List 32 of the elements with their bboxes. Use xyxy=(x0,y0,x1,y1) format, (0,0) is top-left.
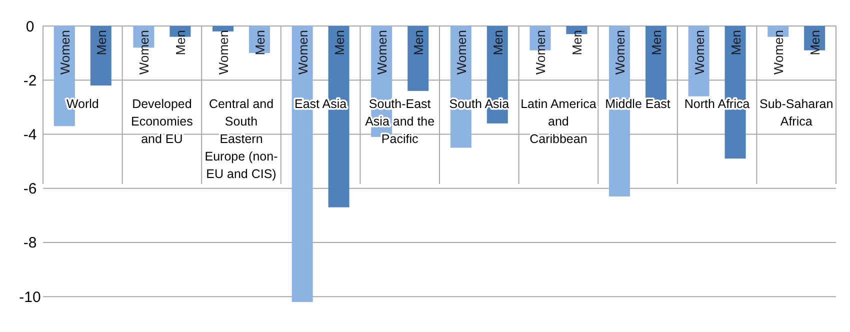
y-tick-label: -6 xyxy=(23,180,37,198)
text: Women xyxy=(216,30,232,75)
x-tick-label: World xyxy=(66,97,99,111)
x-tick-label: Sub-Saharan Africa xyxy=(760,97,834,128)
text: Men xyxy=(570,30,585,56)
text: Women xyxy=(295,30,310,75)
x-tick-label: South-East Asia and the Pacific xyxy=(365,97,435,146)
text: Women xyxy=(612,30,628,75)
y-tick-label: -4 xyxy=(23,126,37,144)
x-tick-label: Central and South Eastern Europe (non-EU and CIS) xyxy=(204,97,278,181)
text: Men xyxy=(411,30,426,56)
text: Men xyxy=(728,30,744,56)
text: Men xyxy=(332,30,347,56)
y-tick-label: -2 xyxy=(23,72,37,90)
text: Men xyxy=(173,30,188,56)
text: Women xyxy=(374,30,390,75)
text: Men xyxy=(808,30,823,56)
text: Women xyxy=(136,30,152,75)
text: Women xyxy=(454,30,469,75)
x-tick-label: Latin America and Caribbean xyxy=(520,97,596,146)
text: Women xyxy=(533,30,548,75)
text: Women xyxy=(692,30,707,75)
text: Men xyxy=(490,30,506,56)
series-label: Men xyxy=(252,30,268,56)
text: Women xyxy=(57,30,72,75)
y-tick-label: -10 xyxy=(19,288,41,306)
x-tick-label: Developed Economies and EU xyxy=(131,97,193,146)
text: Men xyxy=(648,30,664,56)
text: Men xyxy=(94,30,109,56)
y-tick-label: -8 xyxy=(23,234,37,252)
text: Women xyxy=(771,30,786,75)
y-tick-label: 0 xyxy=(26,18,34,36)
